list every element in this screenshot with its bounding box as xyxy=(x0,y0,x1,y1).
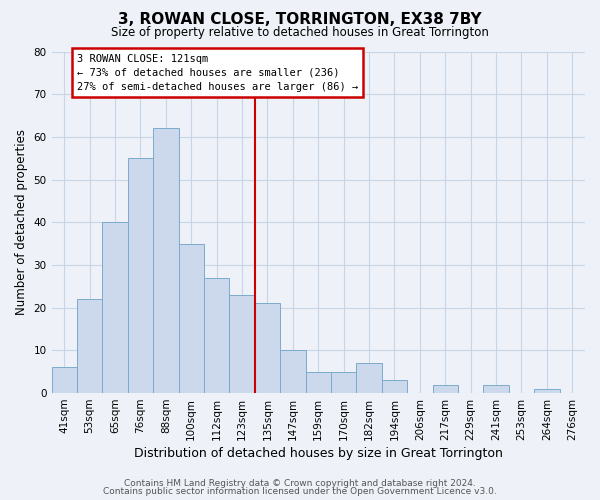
Bar xyxy=(433,384,458,393)
Bar xyxy=(103,222,128,393)
Bar xyxy=(484,384,509,393)
Bar xyxy=(356,363,382,393)
Bar xyxy=(229,295,255,393)
Text: Contains public sector information licensed under the Open Government Licence v3: Contains public sector information licen… xyxy=(103,487,497,496)
Bar xyxy=(128,158,153,393)
X-axis label: Distribution of detached houses by size in Great Torrington: Distribution of detached houses by size … xyxy=(134,447,503,460)
Text: Size of property relative to detached houses in Great Torrington: Size of property relative to detached ho… xyxy=(111,26,489,39)
Bar xyxy=(534,389,560,393)
Text: 3, ROWAN CLOSE, TORRINGTON, EX38 7BY: 3, ROWAN CLOSE, TORRINGTON, EX38 7BY xyxy=(118,12,482,28)
Bar xyxy=(280,350,305,393)
Bar xyxy=(77,299,103,393)
Bar xyxy=(331,372,356,393)
Text: 3 ROWAN CLOSE: 121sqm
← 73% of detached houses are smaller (236)
27% of semi-det: 3 ROWAN CLOSE: 121sqm ← 73% of detached … xyxy=(77,54,358,92)
Bar xyxy=(382,380,407,393)
Bar xyxy=(179,244,204,393)
Bar xyxy=(153,128,179,393)
Bar xyxy=(204,278,229,393)
Bar xyxy=(255,304,280,393)
Bar xyxy=(305,372,331,393)
Y-axis label: Number of detached properties: Number of detached properties xyxy=(15,130,28,316)
Bar xyxy=(52,368,77,393)
Text: Contains HM Land Registry data © Crown copyright and database right 2024.: Contains HM Land Registry data © Crown c… xyxy=(124,478,476,488)
